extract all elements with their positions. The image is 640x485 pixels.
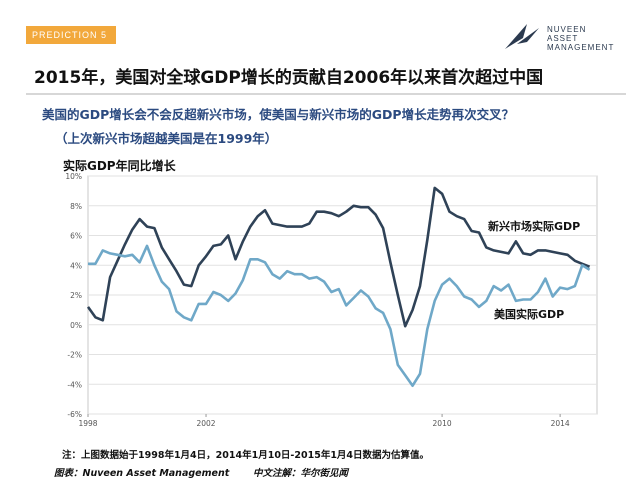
title-underline	[26, 93, 626, 95]
y-tick-label: 2%	[70, 291, 82, 300]
y-tick-label: 0%	[70, 321, 82, 330]
y-tick-label: -4%	[67, 380, 82, 389]
prediction-tag: PREDICTION 5	[26, 26, 116, 44]
page-title: 2015年，美国对全球GDP增长的贡献自2006年以来首次超过中国	[34, 68, 544, 88]
us-gdp-line	[88, 244, 591, 388]
footnote: 注：上图数据始于1998年1月4日，2014年1月10日-2015年1月4日数据…	[62, 450, 430, 461]
y-tick-label: 8%	[70, 202, 82, 211]
logo-line-2: ASSET	[547, 34, 579, 43]
logo-line-3: MANAGEMENT	[547, 43, 615, 52]
x-tick-label: 2002	[196, 419, 215, 428]
logo-text: NUVEEN ASSET MANAGEMENT	[547, 25, 614, 52]
y-tick-label: 4%	[70, 261, 82, 270]
x-tick-label: 2010	[433, 419, 452, 428]
source-credit: 图表：Nuveen Asset Management	[54, 468, 230, 479]
y-tick-label: -6%	[67, 410, 82, 419]
logo-line-1: NUVEEN	[547, 25, 587, 34]
x-tick-label: 2014	[551, 419, 570, 428]
nuveen-logo-icon	[505, 24, 539, 49]
subtitle-question: 美国的GDP增长会不会反超新兴市场，使美国与新兴市场的GDP增长走势再次交叉？	[42, 107, 515, 122]
y-tick-label: -2%	[67, 351, 82, 360]
translator-credit: 中文注解：华尔街见闻	[253, 468, 349, 479]
us-series-label: 美国实际GDP	[494, 307, 564, 321]
em-series-label: 新兴市场实际GDP	[488, 219, 580, 233]
chart-title: 实际GDP年同比增长	[63, 159, 176, 173]
subtitle-note: （上次新兴市场超越美国是在1999年）	[55, 131, 278, 146]
y-tick-label: 6%	[70, 232, 82, 241]
x-tick-label: 1998	[78, 419, 97, 428]
em-gdp-line	[86, 186, 591, 328]
nuveen-logo: NUVEEN ASSET MANAGEMENT	[503, 18, 633, 58]
gdp-chart: 10% 8% 6% 4% 2% 0% -2% -4% -6%1998 2002 2010 2014 新兴…	[65, 172, 598, 428]
y-tick-label: 10%	[65, 172, 82, 181]
